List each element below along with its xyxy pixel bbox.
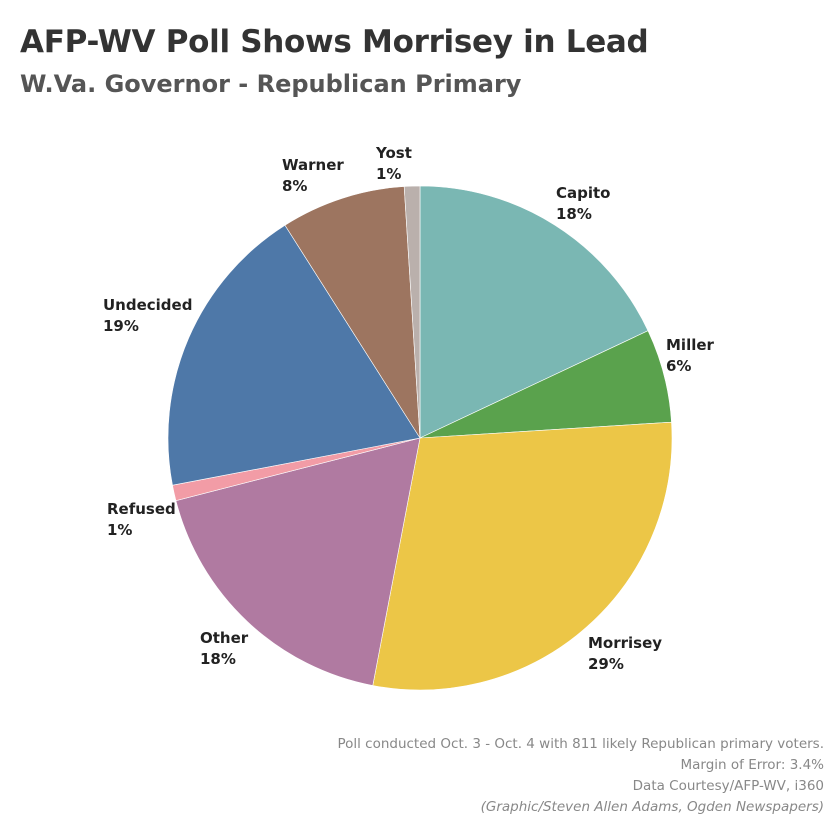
slice-value-yost: 1%	[376, 165, 401, 183]
pie-slice-other	[175, 437, 421, 686]
pie-labels: Capito 18% Miller 6% Morrisey 29% Other 18% Refu…	[103, 144, 715, 673]
footnote-source: Data Courtesy/AFP-WV, i360	[632, 778, 824, 794]
chart-title: AFP-WV Poll Shows Morrisey in Lead	[20, 24, 649, 60]
chart-subtitle: W.Va. Governor - Republican Primary	[20, 70, 522, 98]
pie-slice-undecided	[167, 224, 421, 486]
slice-label-undecided: Undecided	[103, 296, 192, 314]
slice-value-morrisey: 29%	[588, 655, 624, 673]
footnote-poll: Poll conducted Oct. 3 - Oct. 4 with 811 …	[337, 736, 824, 752]
slice-label-warner: Warner	[282, 156, 344, 174]
pie-slice-capito	[419, 185, 649, 439]
slice-label-other: Other	[200, 629, 249, 647]
slice-label-yost: Yost	[375, 144, 412, 162]
slice-value-undecided: 19%	[103, 317, 139, 335]
slice-label-morrisey: Morrisey	[588, 634, 662, 652]
pie-slice-yost	[403, 185, 421, 439]
footnotes: Poll conducted Oct. 3 - Oct. 4 with 811 …	[337, 734, 824, 818]
footnote-credit: (Graphic/Steven Allen Adams, Ogden Newsp…	[480, 799, 824, 815]
slice-value-warner: 8%	[282, 177, 307, 195]
pie-slice-warner	[284, 186, 421, 439]
slice-value-other: 18%	[200, 650, 236, 668]
pie-slice-morrisey	[372, 421, 673, 691]
slice-value-refused: 1%	[107, 521, 132, 539]
slice-value-capito: 18%	[556, 205, 592, 223]
slice-value-miller: 6%	[666, 357, 691, 375]
footnote-margin: Margin of Error: 3.4%	[680, 757, 824, 773]
pie-slices	[167, 185, 673, 691]
slice-label-refused: Refused	[107, 500, 176, 518]
slice-label-capito: Capito	[556, 184, 611, 202]
slice-label-miller: Miller	[666, 336, 715, 354]
